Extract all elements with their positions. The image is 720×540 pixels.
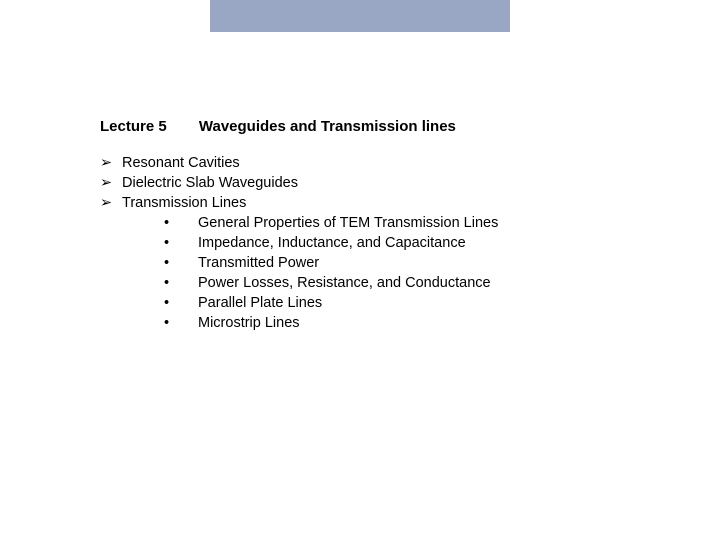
dot-bullet-icon: •	[164, 313, 198, 333]
arrow-bullet-icon: ➢	[100, 173, 122, 193]
outline-sub-list: • General Properties of TEM Transmission…	[164, 213, 660, 333]
outline-top-label: Resonant Cavities	[122, 153, 240, 173]
outline-top-label: Transmission Lines	[122, 193, 246, 213]
outline-sub-item: • General Properties of TEM Transmission…	[164, 213, 660, 233]
arrow-bullet-icon: ➢	[100, 153, 122, 173]
heading-row: Lecture 5 Waveguides and Transmission li…	[100, 118, 660, 135]
slide-content: Lecture 5 Waveguides and Transmission li…	[100, 118, 660, 333]
outline-sub-item: • Microstrip Lines	[164, 313, 660, 333]
dot-bullet-icon: •	[164, 293, 198, 313]
arrow-bullet-icon: ➢	[100, 193, 122, 213]
outline-sub-label: Transmitted Power	[198, 253, 319, 273]
outline-sub-item: • Impedance, Inductance, and Capacitance	[164, 233, 660, 253]
outline-top-item: ➢ Resonant Cavities	[100, 153, 660, 173]
outline-sub-label: Power Losses, Resistance, and Conductanc…	[198, 273, 491, 293]
outline-sub-item: • Parallel Plate Lines	[164, 293, 660, 313]
lecture-title: Waveguides and Transmission lines	[199, 118, 456, 135]
outline-top-label: Dielectric Slab Waveguides	[122, 173, 298, 193]
outline-sub-label: General Properties of TEM Transmission L…	[198, 213, 498, 233]
outline-sub-label: Microstrip Lines	[198, 313, 300, 333]
dot-bullet-icon: •	[164, 253, 198, 273]
outline-sub-item: • Transmitted Power	[164, 253, 660, 273]
outline-sub-label: Impedance, Inductance, and Capacitance	[198, 233, 466, 253]
outline-sub-item: • Power Losses, Resistance, and Conducta…	[164, 273, 660, 293]
lecture-number: Lecture 5	[100, 118, 167, 135]
dot-bullet-icon: •	[164, 233, 198, 253]
outline-sub-label: Parallel Plate Lines	[198, 293, 322, 313]
outline-top-item: ➢ Transmission Lines	[100, 193, 660, 213]
dot-bullet-icon: •	[164, 213, 198, 233]
outline-list: ➢ Resonant Cavities ➢ Dielectric Slab Wa…	[100, 153, 660, 333]
decorative-top-bar	[210, 0, 510, 32]
outline-top-item: ➢ Dielectric Slab Waveguides	[100, 173, 660, 193]
dot-bullet-icon: •	[164, 273, 198, 293]
